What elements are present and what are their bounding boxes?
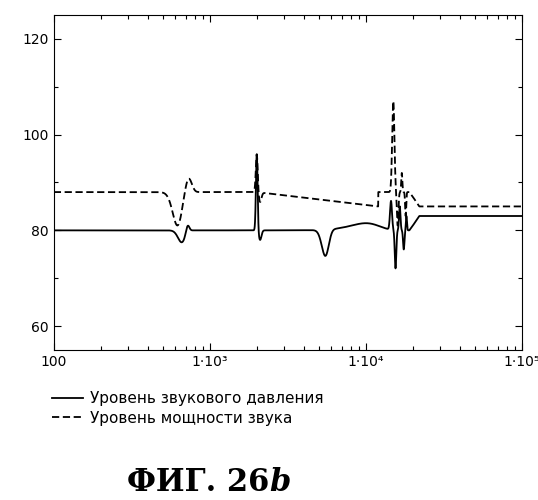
Legend: Уровень звукового давления, Уровень мощности звука: Уровень звукового давления, Уровень мощн…	[52, 391, 324, 426]
Text: b: b	[269, 467, 291, 498]
Text: ФИГ. 26: ФИГ. 26	[127, 467, 269, 498]
